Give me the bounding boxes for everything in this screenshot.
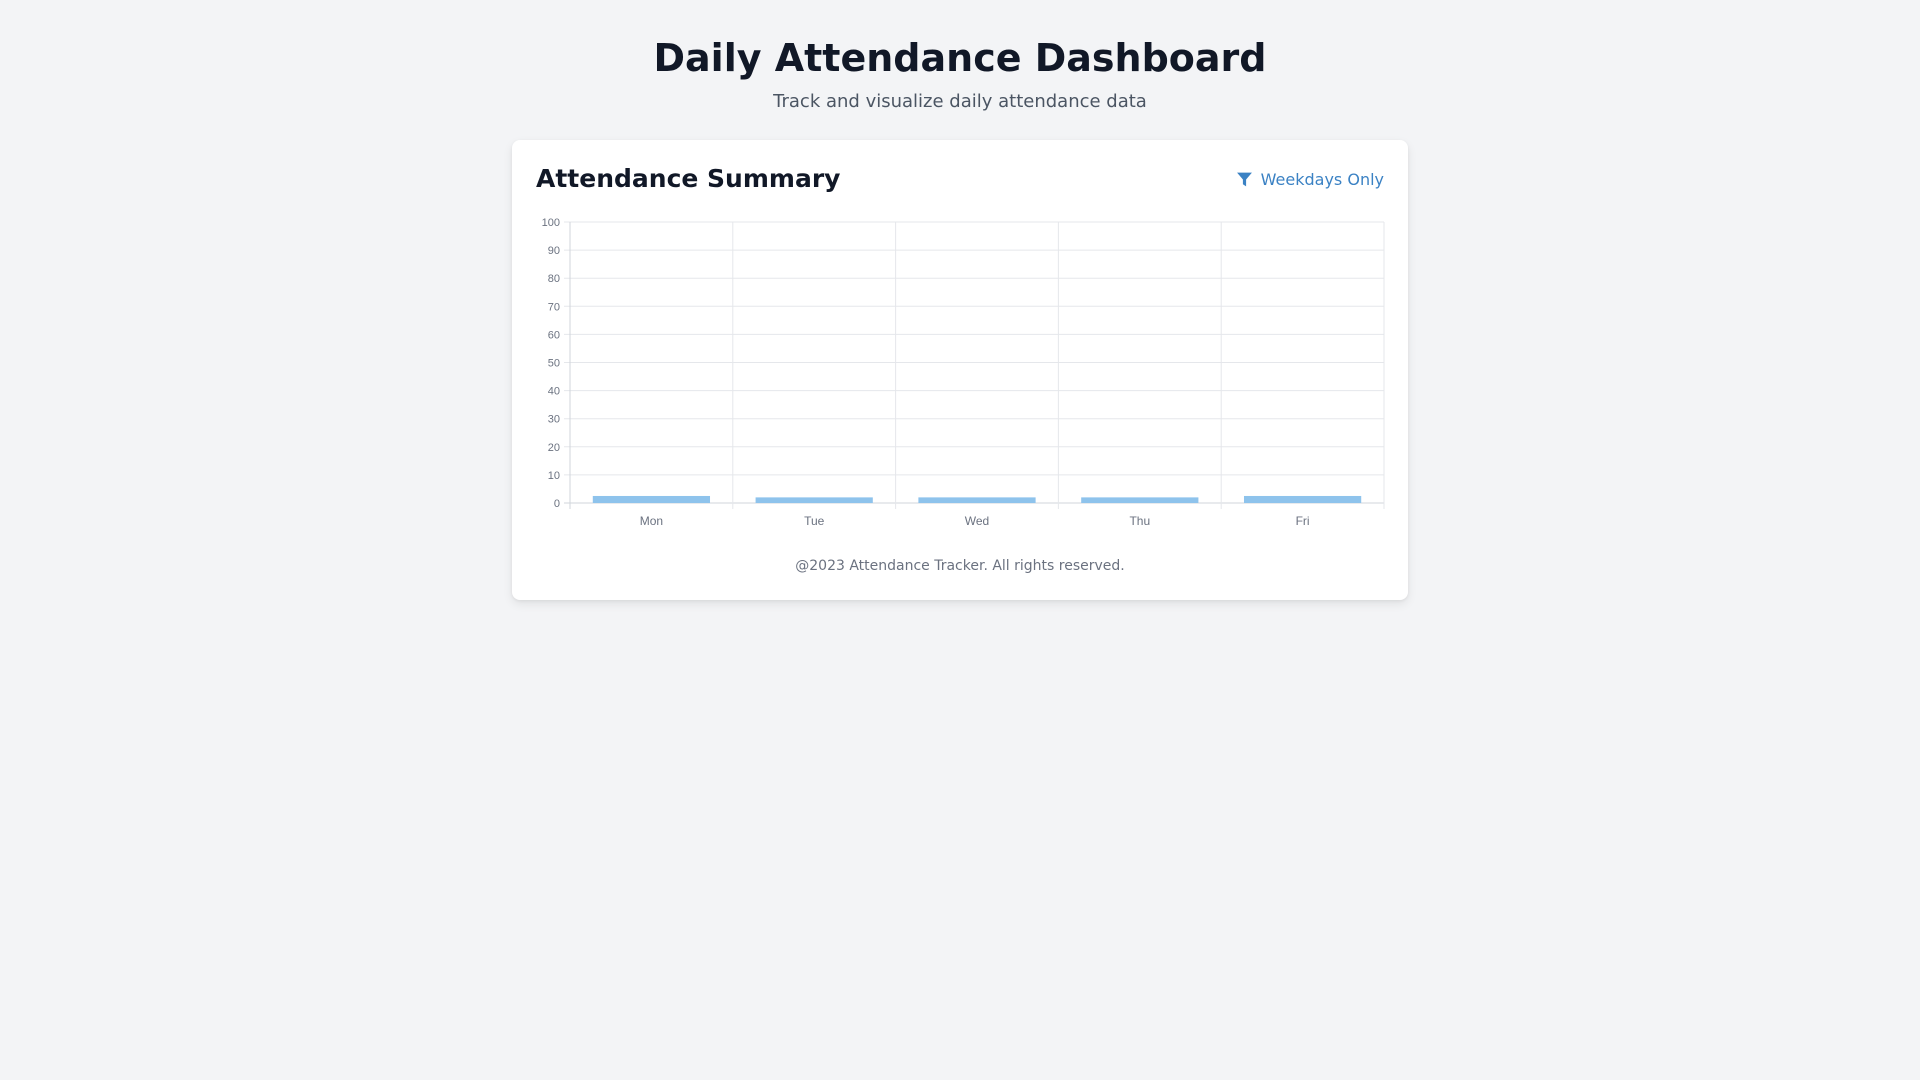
- weekdays-filter-button[interactable]: Weekdays Only: [1236, 166, 1384, 192]
- y-tick-label: 40: [548, 386, 560, 398]
- y-tick-label: 90: [548, 245, 560, 257]
- bar-thu: [1081, 497, 1199, 503]
- filter-label: Weekdays Only: [1260, 169, 1384, 189]
- y-tick-label: 100: [542, 217, 560, 229]
- card-title: Attendance Summary: [536, 164, 841, 193]
- x-tick-label: Fri: [1296, 514, 1310, 528]
- x-tick-label: Mon: [640, 514, 663, 528]
- y-tick-label: 50: [548, 358, 560, 370]
- y-tick-label: 80: [548, 273, 560, 285]
- y-tick-label: 70: [548, 301, 560, 313]
- filter-icon: [1236, 171, 1253, 188]
- y-tick-label: 30: [548, 414, 560, 426]
- y-tick-label: 0: [554, 498, 560, 510]
- x-tick-label: Thu: [1129, 514, 1150, 528]
- y-tick-label: 20: [548, 442, 560, 454]
- attendance-bar-chart: 0 10 20 30 40 50 60 70 80 90 100 Mon Tue Wed Thu Fri: [542, 217, 1385, 528]
- bar-wed: [918, 497, 1036, 503]
- bar-fri: [1243, 495, 1362, 503]
- y-tick-label: 60: [548, 329, 560, 341]
- attendance-summary-card: Attendance Summary Weekdays Only 0 10 20 30…: [512, 140, 1408, 600]
- x-tick-label: Wed: [965, 514, 989, 528]
- x-tick-label: Tue: [804, 514, 825, 528]
- bar-tue: [755, 497, 873, 503]
- footer-copyright: @2023 Attendance Tracker. All rights res…: [795, 558, 1125, 574]
- page-subtitle: Track and visualize daily attendance dat…: [773, 91, 1147, 112]
- bar-mon: [592, 495, 711, 503]
- page-title: Daily Attendance Dashboard: [653, 36, 1267, 80]
- y-tick-label: 10: [548, 470, 560, 482]
